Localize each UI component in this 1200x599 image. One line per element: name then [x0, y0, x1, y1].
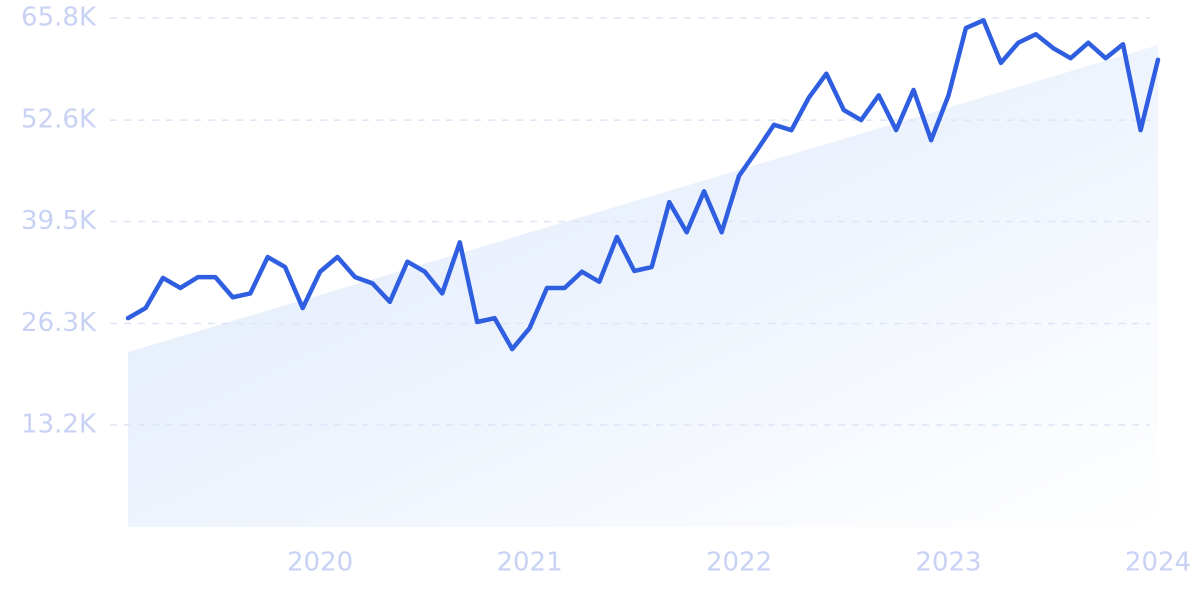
trend-area [128, 45, 1158, 528]
x-tick-label: 2022 [706, 548, 772, 578]
y-tick-label: 39.5K [21, 206, 97, 236]
x-tick-label: 2021 [496, 548, 562, 578]
y-tick-label: 65.8K [21, 3, 97, 33]
y-tick-label: 52.6K [21, 105, 97, 135]
y-tick-label: 26.3K [21, 308, 97, 338]
y-tick-label: 13.2K [21, 409, 97, 439]
x-tick-label: 2024 [1125, 548, 1191, 578]
data-line [125, 18, 1161, 352]
x-tick-label: 2020 [287, 548, 353, 578]
x-tick-label: 2023 [915, 548, 981, 578]
